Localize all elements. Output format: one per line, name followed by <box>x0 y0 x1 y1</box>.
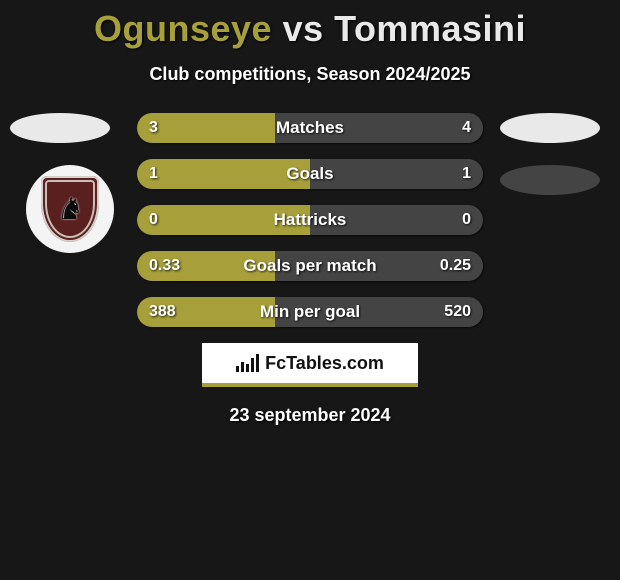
stat-bars: Matches34 Goals11 Hattricks00 Goals per mat… <box>137 113 483 327</box>
bar-fill-right <box>310 205 483 235</box>
player-left-crest: ♞ <box>26 165 114 253</box>
player-right-badge <box>500 113 600 143</box>
stat-row: Hattricks00 <box>137 205 483 235</box>
page-title: Ogunseye vs Tommasini <box>0 0 620 50</box>
stat-row: Goals11 <box>137 159 483 189</box>
title-left: Ogunseye <box>94 8 272 49</box>
bar-fill-right <box>275 113 483 143</box>
subtitle: Club competitions, Season 2024/2025 <box>0 64 620 85</box>
horse-icon: ♞ <box>57 192 84 227</box>
stat-row: Matches34 <box>137 113 483 143</box>
bar-fill-right <box>275 297 483 327</box>
title-right: Tommasini <box>334 8 526 49</box>
bar-fill-right <box>310 159 483 189</box>
bar-fill-left <box>137 205 310 235</box>
shield-icon: ♞ <box>41 176 99 242</box>
comparison-arena: ♞ Matches34 Goals11 Hattricks00 Goals per m… <box>0 113 620 426</box>
player-right-badge-2 <box>500 165 600 195</box>
date: 23 september 2024 <box>0 405 620 426</box>
title-vs: vs <box>283 8 324 49</box>
stat-row: Goals per match0.330.25 <box>137 251 483 281</box>
bar-fill-left <box>137 251 275 281</box>
bar-fill-left <box>137 113 275 143</box>
brand-box: FcTables.com <box>202 343 418 387</box>
stat-row: Min per goal388520 <box>137 297 483 327</box>
bar-fill-left <box>137 159 310 189</box>
brand-bars-icon <box>236 354 259 372</box>
bar-fill-left <box>137 297 275 327</box>
player-left-badge <box>10 113 110 143</box>
brand-text: FcTables.com <box>265 353 384 374</box>
bar-fill-right <box>275 251 483 281</box>
